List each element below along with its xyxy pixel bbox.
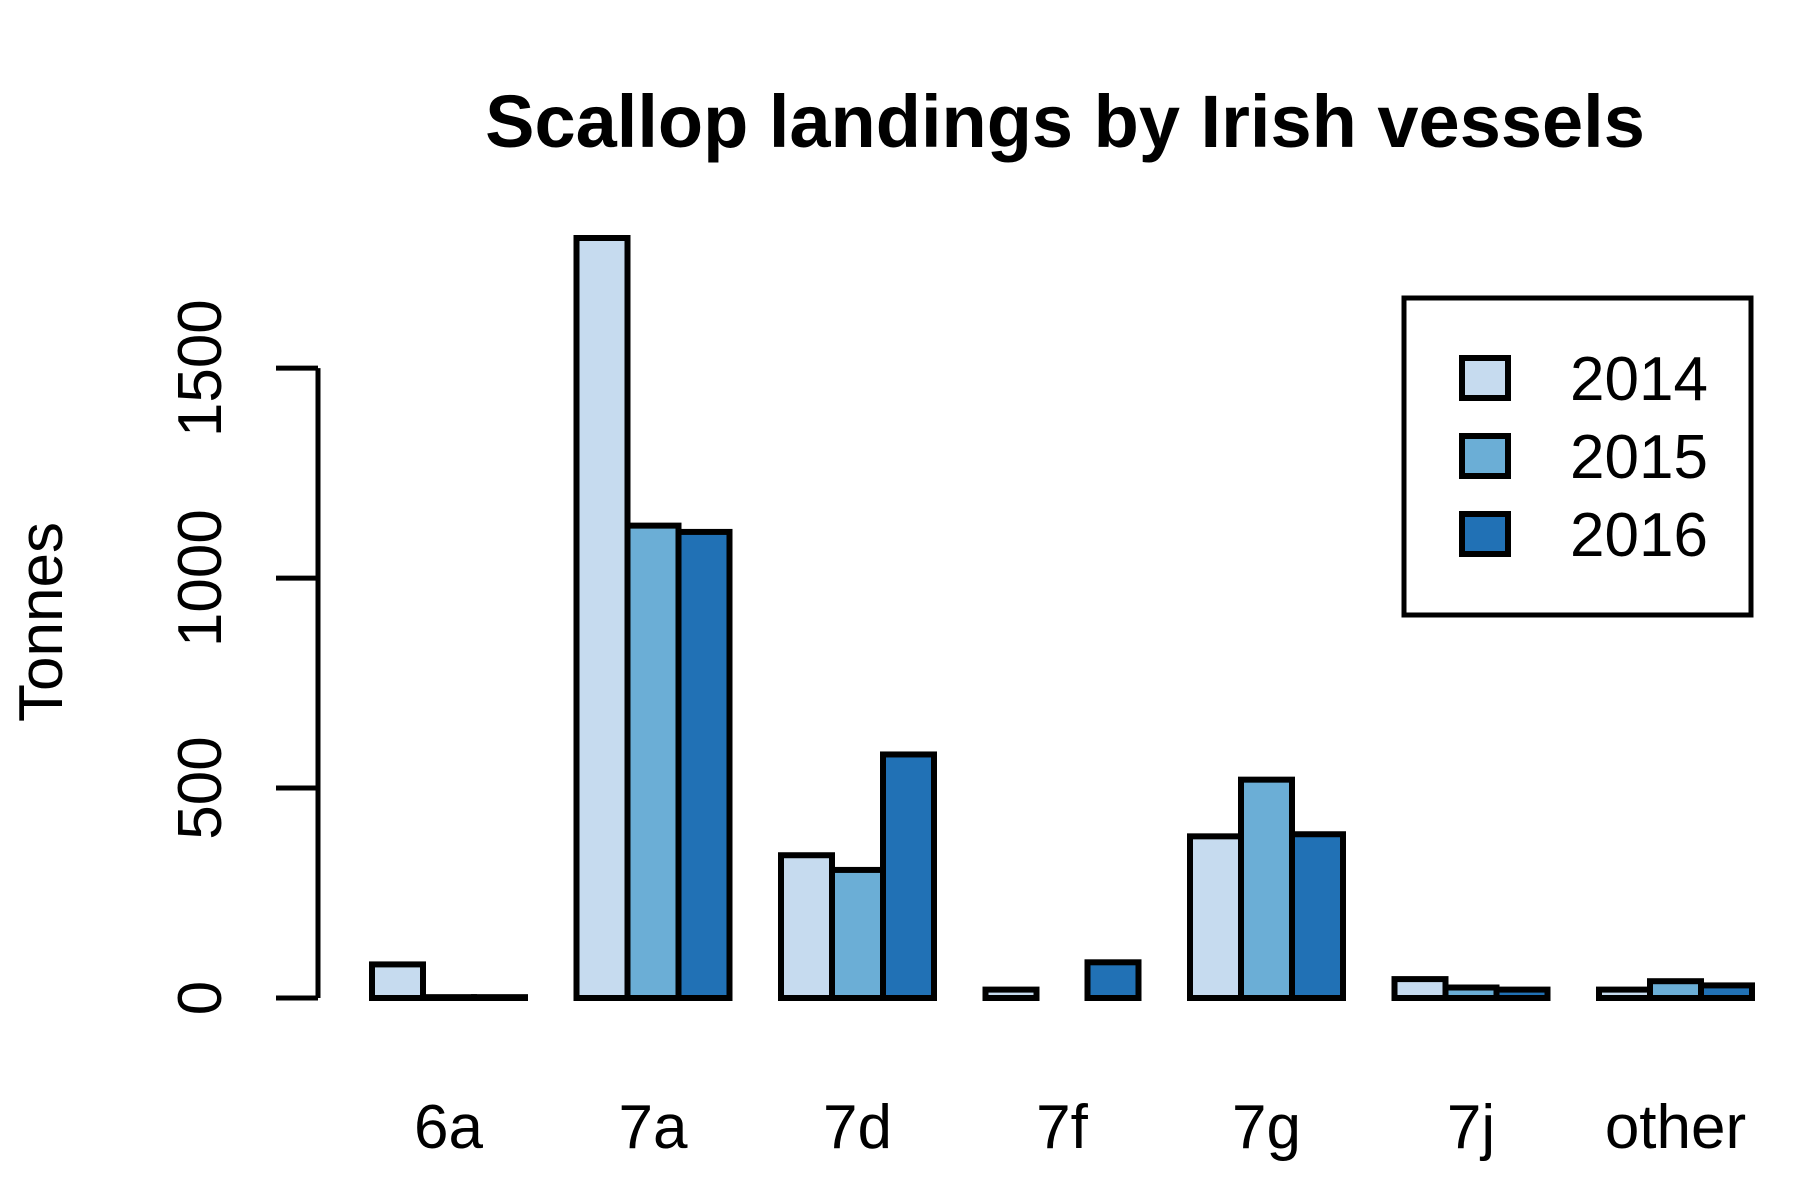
chart-title: Scallop landings by Irish vessels bbox=[485, 80, 1645, 163]
bar-6a-2014 bbox=[369, 961, 426, 1001]
y-tick-label: 1500 bbox=[166, 299, 235, 437]
bar-7d-2014 bbox=[778, 852, 835, 1001]
x-category-label: 7j bbox=[1447, 1093, 1495, 1162]
bar-other-2016 bbox=[1698, 982, 1755, 1002]
x-category-label: other bbox=[1605, 1093, 1746, 1162]
y-axis: 0 500 1000 1500 bbox=[166, 299, 321, 1015]
bar-7g-2014 bbox=[1187, 833, 1244, 1001]
y-tick-label: 0 bbox=[166, 981, 235, 1015]
legend-label-2015: 2015 bbox=[1570, 423, 1708, 492]
legend-items: 2014 2015 2016 bbox=[1459, 345, 1708, 570]
legend-label-2016: 2016 bbox=[1570, 501, 1708, 570]
bar-7d-2015 bbox=[829, 866, 886, 1002]
legend-label-2014: 2014 bbox=[1570, 345, 1708, 414]
bar-series bbox=[369, 235, 1755, 1002]
legend-swatch-2016 bbox=[1459, 511, 1511, 557]
legend-swatch-2014 bbox=[1459, 355, 1511, 401]
x-category-label: 7g bbox=[1232, 1093, 1301, 1162]
bar-7a-2014 bbox=[573, 235, 631, 1001]
bar-7d-2016 bbox=[880, 751, 937, 1002]
legend: 2014 2015 2016 bbox=[1401, 295, 1754, 618]
bar-7f-2014 bbox=[982, 986, 1040, 1002]
bar-7j-2016 bbox=[1493, 986, 1551, 1002]
bar-7a-2016 bbox=[675, 528, 733, 1002]
x-category-label: 6a bbox=[414, 1093, 483, 1162]
bar-7f-2016 bbox=[1084, 959, 1142, 1001]
bar-6a-2015 bbox=[420, 994, 477, 1001]
bar-7j-2014 bbox=[1391, 976, 1449, 1002]
y-tick-label: 1000 bbox=[166, 509, 235, 647]
x-category-label: 7d bbox=[823, 1093, 892, 1162]
bar-7g-2015 bbox=[1238, 776, 1295, 1002]
bar-6a-2016 bbox=[471, 994, 528, 1001]
y-axis-label: Tonnes bbox=[7, 522, 76, 722]
bar-other-2015 bbox=[1647, 978, 1704, 1001]
bar-7j-2015 bbox=[1442, 984, 1500, 1001]
y-tick-label: 500 bbox=[166, 736, 235, 839]
x-category-label: 7a bbox=[619, 1093, 688, 1162]
legend-box bbox=[1401, 295, 1754, 618]
legend-swatch-2015 bbox=[1459, 433, 1511, 479]
bar-7a-2015 bbox=[624, 522, 682, 1002]
bar-7g-2016 bbox=[1289, 831, 1346, 1002]
x-axis-labels: 6a 7a 7d 7f 7g 7j other bbox=[414, 1093, 1746, 1162]
x-category-label: 7f bbox=[1036, 1093, 1088, 1162]
bar-other-2014 bbox=[1596, 986, 1653, 1002]
